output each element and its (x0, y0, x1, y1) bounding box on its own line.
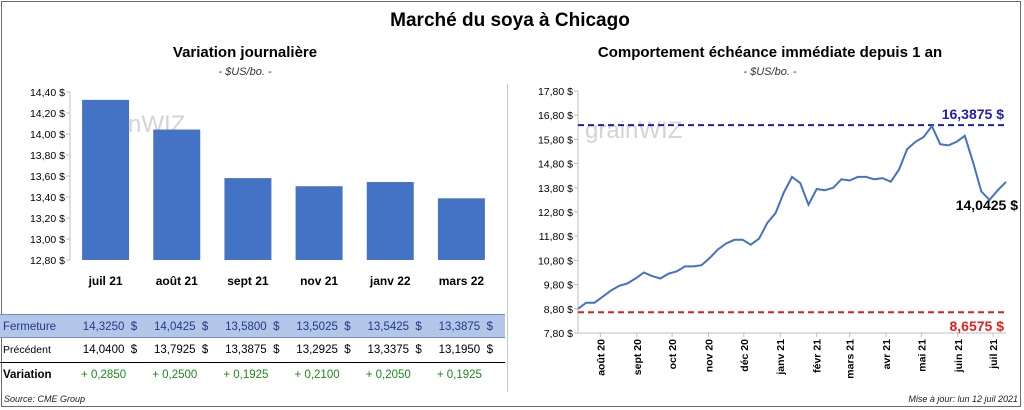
line-x-tick-label: oct 20 (667, 339, 679, 370)
price-series-line (577, 124, 1007, 310)
line-x-tick-label: juin 21 (953, 339, 965, 373)
table-cell: + 0,2850 (81, 369, 127, 381)
line-chart: grainWIZ 7,80 $ 8,80 $ 9,80 $ 10,80 $ 11,80 … (538, 86, 1018, 379)
bar-x-tick-label: janv 22 (369, 274, 411, 288)
line-y-tick-label: 14,80 $ (538, 159, 573, 171)
bar-x-tick-label: mars 22 (439, 274, 485, 288)
bar-x-tick-label: nov 21 (300, 274, 338, 288)
table-cell: 13,3875 $ (225, 344, 280, 356)
table-row-label: Variation (3, 369, 52, 381)
bar-y-tick-label: 13,80 $ (30, 150, 65, 162)
line-y-tick-label: 7,80 $ (544, 328, 573, 340)
bar-y-tick-label: 14,40 $ (30, 87, 65, 99)
table-cell: 14,0400 $ (82, 344, 138, 356)
line-x-tick-label: juil 21 (988, 339, 1000, 370)
update-note: Mise à jour: lun 12 juil 2021 (908, 394, 1018, 404)
panel-divider (507, 84, 508, 392)
bar (153, 129, 201, 260)
table-cell: + 0,2100 (294, 369, 340, 381)
line-y-tick-label: 16,80 $ (538, 110, 573, 122)
line-x-tick-label: nov 20 (704, 339, 716, 372)
line-y-tick-label: 12,80 $ (538, 207, 573, 219)
watermark-right: grainWIZ (585, 117, 682, 144)
table-row: Fermeture 14,3250 $ 14,0425 $ 13,5800 $ 13,5… (0, 314, 505, 338)
bar-chart: grainWIZ 12,80 $13,00 $13,20 $13,40 $13,… (30, 87, 485, 288)
table-row: Précédent 14,0400 $ 13,7925 $ 13,3875 $ 13,2… (0, 338, 505, 362)
last-annotation: 14,0425 $ (956, 197, 1018, 213)
table-cell: 13,3375 $ (367, 344, 422, 356)
bar-y-tick-label: 12,80 $ (30, 255, 65, 267)
bar-y-tick-label: 14,00 $ (30, 129, 65, 141)
line-y-tick-label: 13,80 $ (538, 183, 573, 195)
bar (437, 198, 485, 260)
table-cell: 13,1950 $ (438, 344, 493, 356)
line-y-tick-label: 9,80 $ (544, 280, 573, 292)
table-cell: 13,5425 $ (367, 321, 422, 333)
table-cell: + 0,1925 (436, 369, 482, 381)
table-cell: + 0,2050 (365, 369, 411, 381)
bar-chart-title: Variation journalière (172, 44, 318, 61)
line-x-tick-label: mars 21 (845, 339, 857, 379)
line-x-tick-label: avr 21 (881, 339, 893, 370)
bar-y-tick-label: 13,40 $ (30, 192, 65, 204)
line-y-tick-label: 17,80 $ (538, 86, 573, 98)
table-cell: + 0,1925 (223, 369, 269, 381)
table-cell: 14,0425 $ (153, 321, 209, 333)
bar-chart-unit: - $US/bo. - (218, 66, 272, 78)
bar-x-tick-label: août 21 (156, 274, 198, 288)
high-annotation: 16,3875 $ (942, 106, 1004, 122)
page-title: Marché du soya à Chicago (390, 10, 630, 31)
table-cell: 13,5025 $ (296, 321, 351, 333)
bar-y-tick-label: 13,60 $ (30, 171, 65, 183)
line-x-tick-label: mai 21 (916, 339, 928, 372)
table-cell: 13,2925 $ (296, 344, 351, 356)
line-chart-title: Comportement échéance immédiate depuis 1… (597, 44, 943, 61)
line-x-tick-label: févr 21 (812, 339, 824, 373)
bar (82, 99, 130, 260)
line-x-tick-label: août 20 (595, 339, 607, 376)
line-x-tick-label: sept 20 (632, 339, 644, 375)
bar-y-tick-label: 14,20 $ (30, 108, 65, 120)
bar-y-tick-label: 13,20 $ (30, 213, 65, 225)
table-cell: 14,3250 $ (82, 321, 138, 333)
table-cell: 13,7925 $ (153, 344, 209, 356)
line-y-tick-label: 15,80 $ (538, 134, 573, 146)
line-y-tick-label: 10,80 $ (538, 255, 573, 267)
table-row-label: Précédent (3, 344, 51, 356)
line-y-tick-label: 8,80 $ (544, 304, 573, 316)
table-row-label: Fermeture (3, 321, 57, 333)
bar (224, 178, 272, 260)
bar-x-tick-label: juil 21 (88, 274, 123, 288)
bar-y-tick-label: 13,00 $ (30, 234, 65, 246)
line-y-tick-label: 11,80 $ (539, 231, 573, 243)
source-note: Source: CME Group (4, 394, 86, 404)
table-cell: 13,5800 $ (225, 321, 280, 333)
table-cell: 13,3875 $ (438, 321, 493, 333)
line-x-tick-label: déc 20 (739, 339, 751, 372)
low-annotation: 8,6575 $ (950, 318, 1005, 334)
line-chart-unit: - $US/bo. - (743, 66, 797, 78)
bar-x-tick-label: sept 21 (227, 274, 269, 288)
bar (366, 182, 414, 260)
bar (295, 186, 343, 260)
line-x-tick-label: janv 21 (775, 339, 787, 376)
table-cell: + 0,2500 (152, 369, 198, 381)
table-row: Variation + 0,2850 + 0,2500 + 0,1925 + 0,210… (0, 362, 505, 387)
